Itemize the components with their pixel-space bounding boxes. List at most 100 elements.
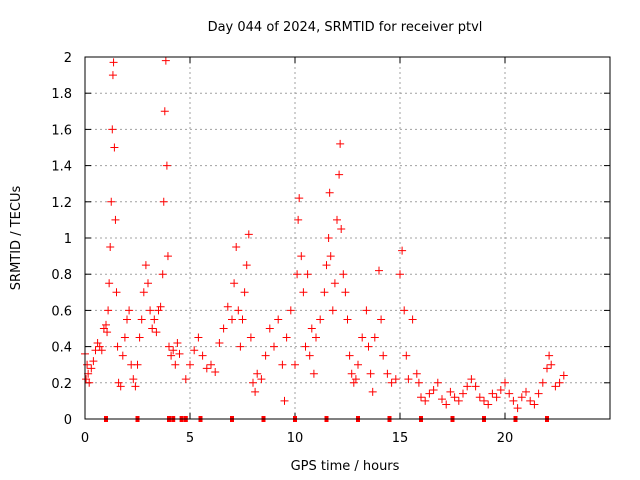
data-point <box>242 261 251 270</box>
data-point <box>330 279 339 288</box>
grid <box>85 57 610 419</box>
data-point <box>152 328 161 337</box>
data-point <box>112 288 121 297</box>
data-point <box>412 369 421 378</box>
y-tick-label: 0.8 <box>51 268 72 283</box>
data-point <box>160 107 169 116</box>
data-point <box>377 315 386 324</box>
x-tick-label: 5 <box>186 431 194 446</box>
data-point <box>336 139 345 148</box>
data-point <box>123 315 131 324</box>
data-point <box>102 320 110 329</box>
data-point <box>295 194 304 203</box>
data-point <box>95 342 104 351</box>
data-point <box>274 315 283 324</box>
data-point <box>526 396 535 405</box>
data-point <box>141 261 150 270</box>
data-point <box>475 393 484 402</box>
data-point <box>414 378 423 387</box>
y-tick-label: 1.8 <box>51 87 72 102</box>
data-point <box>322 261 331 270</box>
data-point <box>198 351 207 360</box>
data-series <box>81 56 568 422</box>
data-point <box>156 302 165 311</box>
y-tick-label: 0 <box>64 413 72 428</box>
data-point <box>144 279 152 288</box>
data-point <box>106 243 115 252</box>
data-point <box>534 389 543 398</box>
data-point <box>236 342 245 351</box>
data-point <box>232 243 241 252</box>
data-point <box>429 386 438 395</box>
data-point <box>297 252 306 261</box>
data-point <box>299 288 308 297</box>
data-point <box>129 375 138 384</box>
data-point <box>240 288 249 297</box>
data-point <box>408 315 417 324</box>
data-point <box>398 246 407 255</box>
data-point <box>167 351 176 360</box>
data-point <box>171 360 180 369</box>
data-point <box>278 360 287 369</box>
data-point <box>358 333 367 342</box>
data-point <box>154 306 163 315</box>
data-point <box>354 360 362 369</box>
data-point <box>111 215 120 224</box>
y-tick-label: 1.2 <box>51 196 72 211</box>
data-point <box>137 315 146 324</box>
data-point <box>364 342 373 351</box>
data-point <box>291 360 299 369</box>
data-point <box>402 351 411 360</box>
data-point <box>238 315 247 324</box>
data-point <box>104 306 113 315</box>
data-point <box>173 338 182 347</box>
data-point <box>244 230 253 239</box>
x-tick-label: 0 <box>81 431 89 446</box>
data-point <box>559 371 568 380</box>
data-point <box>169 346 178 355</box>
data-point <box>309 369 318 378</box>
data-point <box>312 333 320 342</box>
data-point <box>97 346 106 355</box>
data-point <box>501 378 509 387</box>
data-point <box>108 71 117 80</box>
data-point <box>509 396 518 405</box>
data-point <box>131 382 140 391</box>
data-point <box>207 360 215 369</box>
data-point <box>234 306 243 315</box>
data-point <box>335 170 344 179</box>
y-tick-label: 0.6 <box>51 304 72 319</box>
plot-frame <box>84 56 611 420</box>
data-point <box>116 382 125 391</box>
data-point <box>113 342 122 351</box>
data-point <box>326 252 335 261</box>
data-point <box>328 306 337 315</box>
data-point <box>120 333 129 342</box>
data-point <box>459 389 467 398</box>
data-point <box>446 387 455 396</box>
data-point <box>118 351 127 360</box>
data-point <box>505 389 514 398</box>
data-point <box>265 324 274 333</box>
data-point <box>555 378 564 387</box>
data-point <box>301 342 310 351</box>
x-tick-label: 20 <box>497 431 514 446</box>
data-point <box>294 215 303 224</box>
data-point <box>230 279 239 288</box>
data-point <box>270 342 278 351</box>
data-point <box>246 333 255 342</box>
data-point <box>146 306 155 315</box>
data-point <box>421 396 430 405</box>
data-point <box>391 375 400 384</box>
data-point <box>383 369 392 378</box>
data-point <box>109 58 118 67</box>
data-point <box>362 306 371 315</box>
y-tick-label: 2 <box>64 51 72 66</box>
data-point <box>103 328 112 337</box>
data-point <box>114 378 123 387</box>
data-point <box>530 400 539 409</box>
data-point <box>480 396 488 405</box>
data-point <box>93 338 102 347</box>
data-point <box>351 375 360 384</box>
